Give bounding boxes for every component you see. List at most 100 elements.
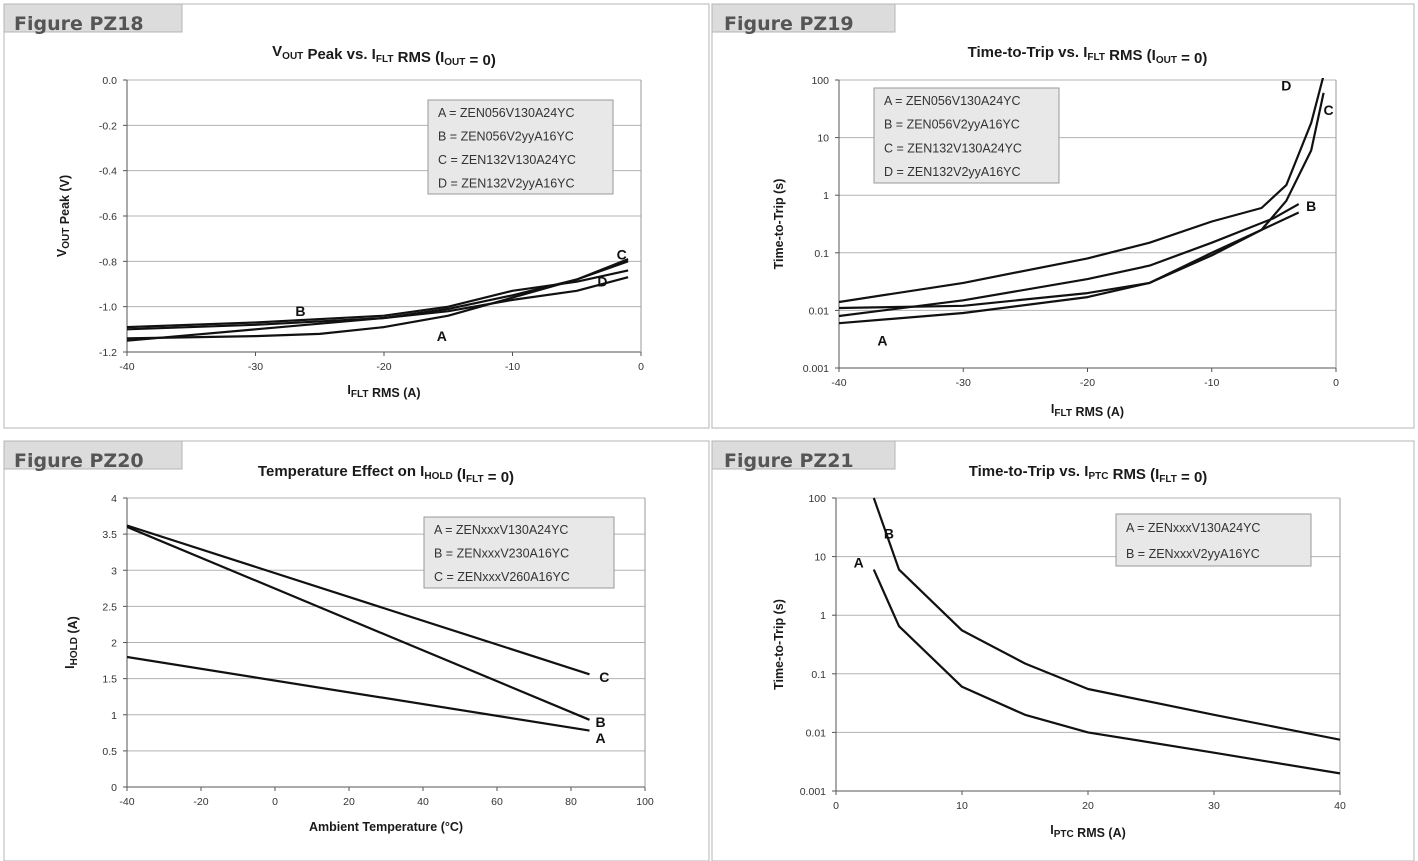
x-axis-label-part-a: I	[347, 383, 350, 397]
chart-title: Time-to-Trip vs. IPTC RMS (IFLT = 0)	[969, 463, 1208, 486]
x-tick-label: 20	[343, 796, 355, 808]
figure-tab	[3, 440, 183, 470]
legend-entry: A = ZEN056V130A24YC	[884, 94, 1021, 108]
y-tick-label: 10	[817, 133, 829, 145]
series-label-B: B	[884, 525, 894, 541]
chart-title-sub-b: OUT	[1156, 55, 1177, 66]
legend-entry: D = ZEN132V2yyA16YC	[438, 176, 575, 190]
legend-entry: A = ZEN056V130A24YC	[438, 106, 575, 120]
y-tick-label: 0.01	[806, 727, 827, 739]
chart-title-part-a: Time-to-Trip vs. I	[968, 44, 1088, 61]
y-axis-label: IHOLD (A)	[63, 616, 80, 669]
chart-title: VOUT Peak vs. IFLT RMS (IOUT = 0)	[272, 43, 496, 69]
x-axis-label-part-b: RMS (A)	[1072, 405, 1124, 419]
y-axis-label-part-a: Time-to-Trip (s)	[772, 179, 786, 270]
chart-title-part-c: = 0)	[1177, 50, 1207, 67]
y-axis-label: VOUT Peak (V)	[55, 175, 72, 257]
series-line-C	[839, 92, 1325, 310]
series-label-C: C	[617, 247, 627, 263]
legend-box	[873, 87, 1060, 184]
x-axis-label: Ambient Temperature (°C)	[309, 820, 463, 834]
y-tick-label: 100	[808, 493, 826, 505]
y-tick-label: 2	[111, 638, 117, 650]
x-axis-label-part-b: RMS (A)	[1074, 826, 1126, 840]
series-label-A: A	[854, 554, 864, 570]
x-tick-label: 20	[1082, 800, 1094, 812]
series-label-A: A	[596, 730, 606, 746]
legend-entry: B = ZEN056V2yyA16YC	[438, 129, 574, 143]
chart-title-part-a: Time-to-Trip vs. I	[969, 463, 1089, 480]
y-axis-label: Time-to-Trip (s)	[772, 179, 786, 270]
y-tick-label: 3	[111, 565, 117, 577]
series-label-A: A	[437, 328, 447, 344]
y-axis-label-part-a: Time-to-Trip (s)	[772, 599, 786, 690]
legend-box	[423, 516, 615, 589]
y-tick-label: 0.0	[102, 75, 117, 87]
legend-entry: D = ZEN132V2yyA16YC	[884, 165, 1021, 179]
y-tick-label: 1	[823, 190, 829, 202]
series-label-B: B	[1306, 198, 1316, 214]
legend-entry: A = ZENxxxV130A24YC	[434, 523, 568, 537]
x-axis-label-part-a: I	[1051, 402, 1054, 416]
y-tick-label: 1	[820, 610, 826, 622]
x-tick-label: 80	[565, 796, 577, 808]
x-axis-label-part-a: Ambient Temperature (°C)	[309, 820, 463, 834]
figure-tab	[3, 3, 183, 33]
chart-pz18: Figure PZ18 VOUT Peak vs. IFLT RMS (IOUT …	[3, 3, 710, 429]
figure-label: Figure PZ18	[14, 13, 144, 35]
x-tick-label: -10	[505, 361, 520, 373]
x-axis-label: IFLT RMS (A)	[347, 383, 420, 400]
y-tick-label: 100	[811, 75, 829, 87]
y-axis-label-sub-a: OUT	[61, 228, 72, 249]
series-line-B	[872, 497, 1340, 741]
legend-entry: C = ZEN132V130A24YC	[438, 153, 576, 167]
y-tick-label: 0.01	[809, 305, 830, 317]
legend-box	[427, 99, 614, 195]
y-axis-label: Time-to-Trip (s)	[772, 599, 786, 690]
series-line-D	[839, 78, 1325, 304]
y-axis-label-part-b: (A)	[66, 616, 80, 637]
y-tick-label: 4	[111, 493, 117, 505]
x-tick-label: 30	[1208, 800, 1220, 812]
series-label-A: A	[877, 333, 887, 349]
figure-label: Figure PZ20	[14, 450, 144, 472]
x-tick-label: 10	[956, 800, 968, 812]
x-tick-label: -30	[248, 361, 263, 373]
chart-title-sub-c: OUT	[444, 57, 465, 68]
figure-tab	[711, 3, 896, 33]
y-tick-label: 0	[111, 782, 117, 794]
x-tick-label: -30	[956, 377, 971, 389]
x-tick-label: 0	[272, 796, 278, 808]
series-label-D: D	[1281, 78, 1291, 94]
y-axis-label-part-a: V	[55, 248, 69, 257]
panel-frame	[711, 3, 1415, 429]
x-tick-label: 0	[638, 361, 644, 373]
chart-title: Time-to-Trip vs. IFLT RMS (IOUT = 0)	[968, 44, 1208, 67]
chart-title-part-b: RMS (I	[1108, 466, 1159, 483]
y-tick-label: 2.5	[102, 601, 117, 613]
series-label-B: B	[596, 714, 606, 730]
y-tick-label: 3.5	[102, 529, 117, 541]
y-tick-label: 0.1	[811, 669, 826, 681]
x-axis-label-sub-a: PTC	[1054, 829, 1074, 840]
legend-entry: C = ZENxxxV260A16YC	[434, 570, 570, 584]
series-line-A	[127, 655, 590, 732]
x-axis-label-sub-a: FLT	[1054, 408, 1072, 419]
y-tick-label: -0.8	[99, 256, 117, 268]
chart-title-sub-a: HOLD	[424, 471, 452, 482]
legend-entry: B = ZENxxxV230A16YC	[434, 547, 569, 561]
chart-title-part-c: = 0)	[1177, 469, 1207, 486]
y-tick-label: 0.1	[814, 248, 829, 260]
y-tick-label: 0.001	[803, 363, 829, 375]
y-tick-label: -0.4	[99, 166, 117, 178]
y-axis-label-part-b: Peak (V)	[58, 175, 72, 228]
chart-title-part-c: RMS (I	[393, 49, 444, 66]
chart-title-sub-a: FLT	[1087, 52, 1105, 63]
series-label-C: C	[599, 669, 609, 685]
x-tick-label: -20	[193, 796, 208, 808]
series-line-D	[127, 269, 629, 329]
series-label-D: D	[597, 274, 607, 290]
chart-title-sub-b: FLT	[376, 54, 394, 65]
x-tick-label: 40	[417, 796, 429, 808]
x-tick-label: 40	[1334, 800, 1346, 812]
